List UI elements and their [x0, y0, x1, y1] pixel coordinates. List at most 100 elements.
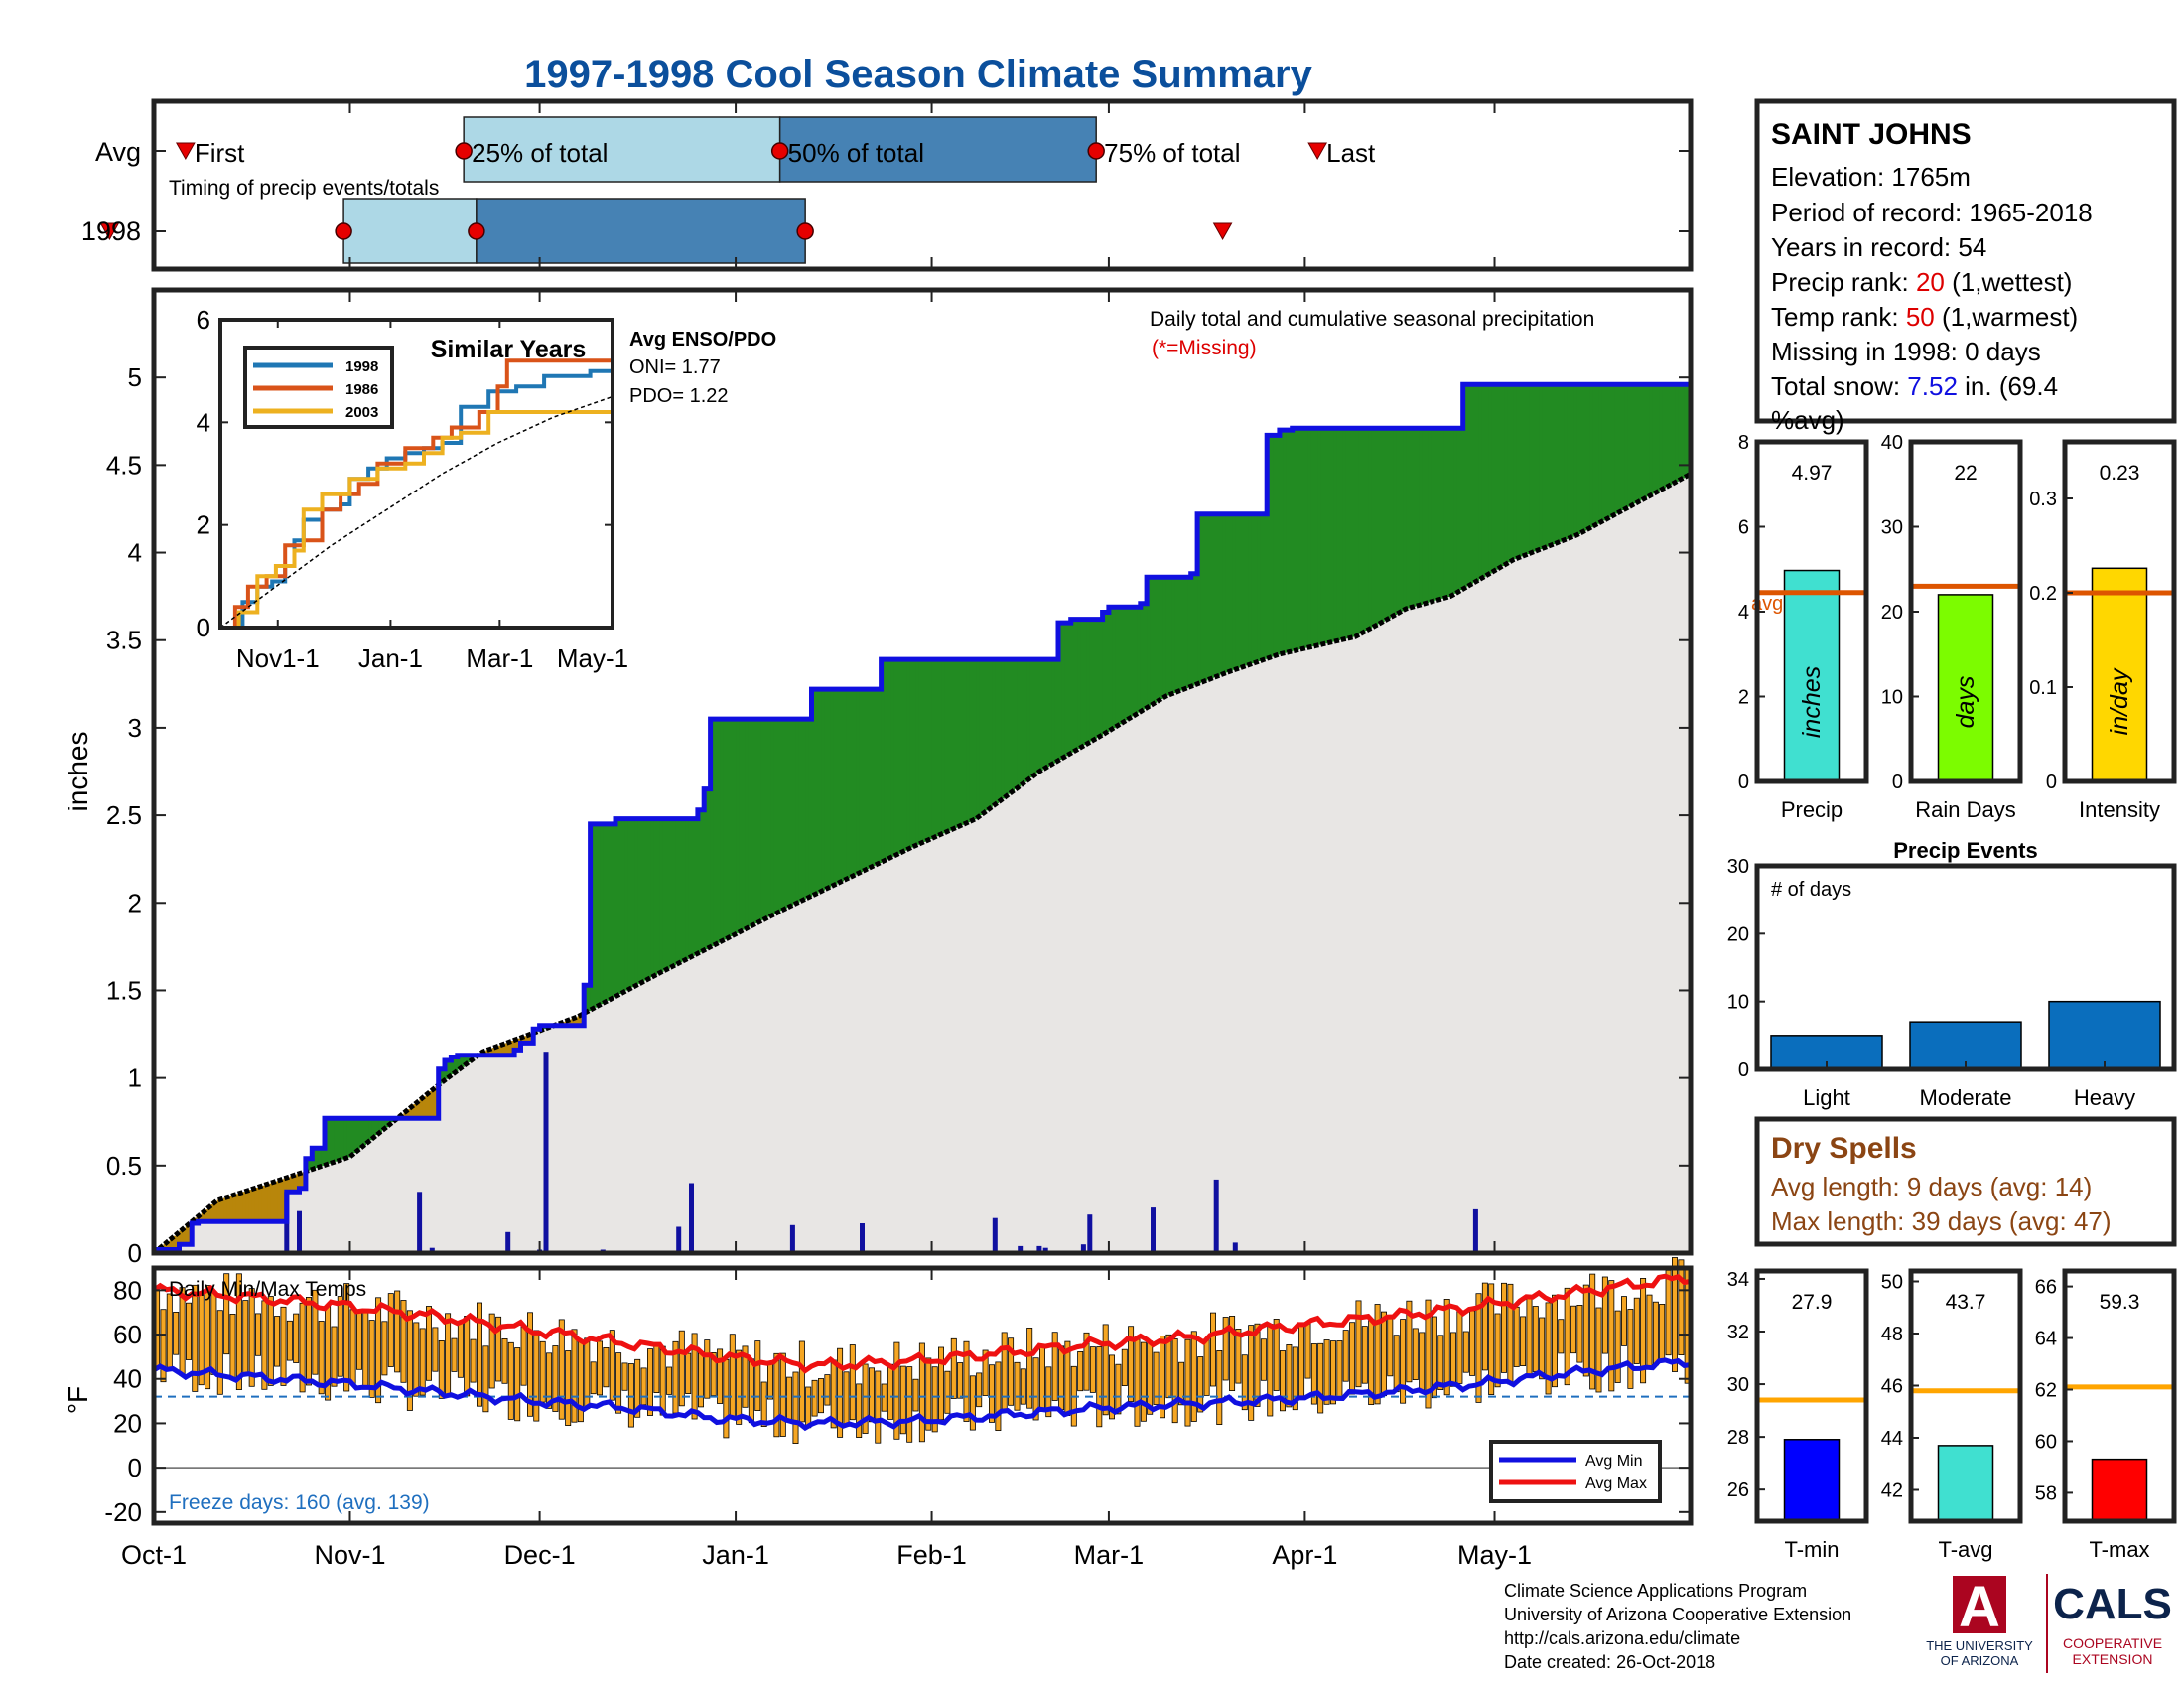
panel-ytick-label: 44 — [1881, 1428, 1903, 1450]
deficit-area — [413, 1104, 417, 1119]
deficit-area — [223, 1197, 227, 1222]
panel-ytick-label: 30 — [1881, 517, 1903, 539]
daily-temp-bar — [1558, 1319, 1565, 1354]
surplus-area — [941, 659, 945, 834]
surplus-area — [355, 1118, 360, 1151]
daily-temp-bar — [1051, 1332, 1058, 1401]
surplus-area — [1264, 513, 1268, 659]
deficit-area — [507, 1042, 512, 1055]
surplus-area — [821, 689, 825, 891]
surplus-area — [371, 1118, 376, 1138]
surplus-area — [1241, 513, 1246, 667]
daily-temp-bar — [659, 1345, 666, 1416]
daily-temp-bar — [286, 1320, 293, 1361]
daily-precip-bar — [1472, 1208, 1478, 1253]
surplus-area — [1558, 384, 1562, 542]
panel-ytick-label: 8 — [1738, 432, 1749, 454]
inset-xtick-label: May-1 — [557, 643, 628, 673]
surplus-area — [1131, 607, 1135, 717]
surplus-area — [1431, 428, 1435, 602]
surplus-area — [1124, 607, 1129, 721]
deficit-area — [501, 1044, 506, 1055]
daily-temp-bar — [242, 1300, 249, 1375]
surplus-area — [817, 689, 822, 893]
surplus-area — [653, 818, 658, 976]
surplus-area — [979, 659, 984, 815]
inset-title: Similar Years — [431, 336, 587, 363]
surplus-area — [1159, 577, 1163, 699]
daily-temp-bar — [849, 1344, 856, 1421]
university-of-arizona-logo: A THE UNIVERSITY OF ARIZONA — [1926, 1575, 2033, 1668]
surplus-area — [1440, 428, 1445, 599]
panel-value-label: 43.7 — [1946, 1291, 1986, 1314]
surplus-area — [624, 818, 629, 991]
date-tick-label: May-1 — [1457, 1540, 1532, 1570]
daily-temp-bar — [843, 1371, 850, 1427]
surplus-area — [1206, 513, 1211, 680]
daily-temp-bar — [312, 1289, 319, 1375]
panel-ytick-label: 48 — [1881, 1324, 1903, 1345]
surplus-area — [859, 689, 864, 873]
station-info-box: SAINT JOHNS Elevation: 1765m Period of r… — [1754, 98, 2177, 435]
daily-precip-bar — [1018, 1245, 1024, 1253]
deficit-area — [185, 1225, 190, 1245]
surplus-area — [1412, 428, 1417, 607]
surplus-area — [890, 659, 894, 857]
daily-temp-bar — [331, 1326, 338, 1387]
surplus-area — [1187, 577, 1192, 687]
deficit-area — [419, 1098, 424, 1119]
surplus-area — [1001, 659, 1006, 799]
events-title: Precip Events — [1893, 838, 2038, 863]
daily-temp-bar — [615, 1352, 622, 1414]
temp-title: Daily Min/Max Temps — [169, 1278, 366, 1301]
surplus-area — [1364, 428, 1369, 631]
daily-temp-bar — [1532, 1306, 1539, 1372]
deficit-area — [425, 1093, 430, 1119]
footer-line-3: http://cals.arizona.edu/climate — [1504, 1628, 1740, 1648]
daily-temp-bar — [678, 1330, 685, 1407]
daily-temp-bar — [1260, 1338, 1267, 1381]
surplus-area — [1585, 384, 1590, 529]
surplus-area — [1032, 659, 1037, 775]
surplus-area — [1374, 428, 1379, 626]
surplus-area — [770, 719, 774, 915]
surplus-area — [1314, 428, 1318, 646]
daily-temp-bar — [1254, 1323, 1261, 1407]
daily-temp-bar — [349, 1309, 356, 1385]
surplus-area — [1377, 428, 1382, 624]
daily-temp-bar — [938, 1346, 944, 1421]
deficit-area — [242, 1192, 246, 1222]
main-ytick-label: 3 — [128, 713, 142, 743]
surplus-area — [464, 1055, 468, 1065]
daily-temp-bar — [248, 1288, 255, 1387]
panel-ytick-label: 0 — [1892, 772, 1903, 793]
deficit-area — [210, 1204, 215, 1222]
main-ytick-label: 0.5 — [106, 1151, 142, 1181]
surplus-area — [1229, 513, 1233, 671]
deficit-area — [520, 1037, 525, 1044]
date-tick-label: Dec-1 — [504, 1540, 576, 1570]
surplus-area — [672, 818, 677, 966]
surplus-area — [1045, 659, 1049, 768]
surplus-area — [985, 659, 990, 811]
daily-temp-bar — [1304, 1323, 1311, 1379]
surplus-area — [1513, 384, 1518, 559]
footer-line-2: University of Arizona Cooperative Extens… — [1504, 1605, 1851, 1624]
surplus-area — [966, 659, 971, 823]
surplus-area — [934, 659, 939, 837]
surplus-area — [631, 818, 635, 988]
daily-temp-bar — [482, 1345, 489, 1413]
surplus-area — [928, 659, 933, 839]
events-category-label: Heavy — [2074, 1085, 2135, 1110]
surplus-area — [646, 818, 651, 979]
deficit-area — [491, 1048, 496, 1055]
surplus-area — [1118, 607, 1123, 725]
deficit-area — [485, 1050, 490, 1055]
surplus-area — [1232, 513, 1236, 670]
surplus-area — [833, 689, 838, 885]
deficit-area — [277, 1180, 281, 1222]
surplus-area — [1042, 659, 1046, 770]
daily-temp-bar — [381, 1321, 388, 1376]
deficit-area — [229, 1196, 234, 1222]
daily-temp-bar — [1406, 1300, 1413, 1383]
